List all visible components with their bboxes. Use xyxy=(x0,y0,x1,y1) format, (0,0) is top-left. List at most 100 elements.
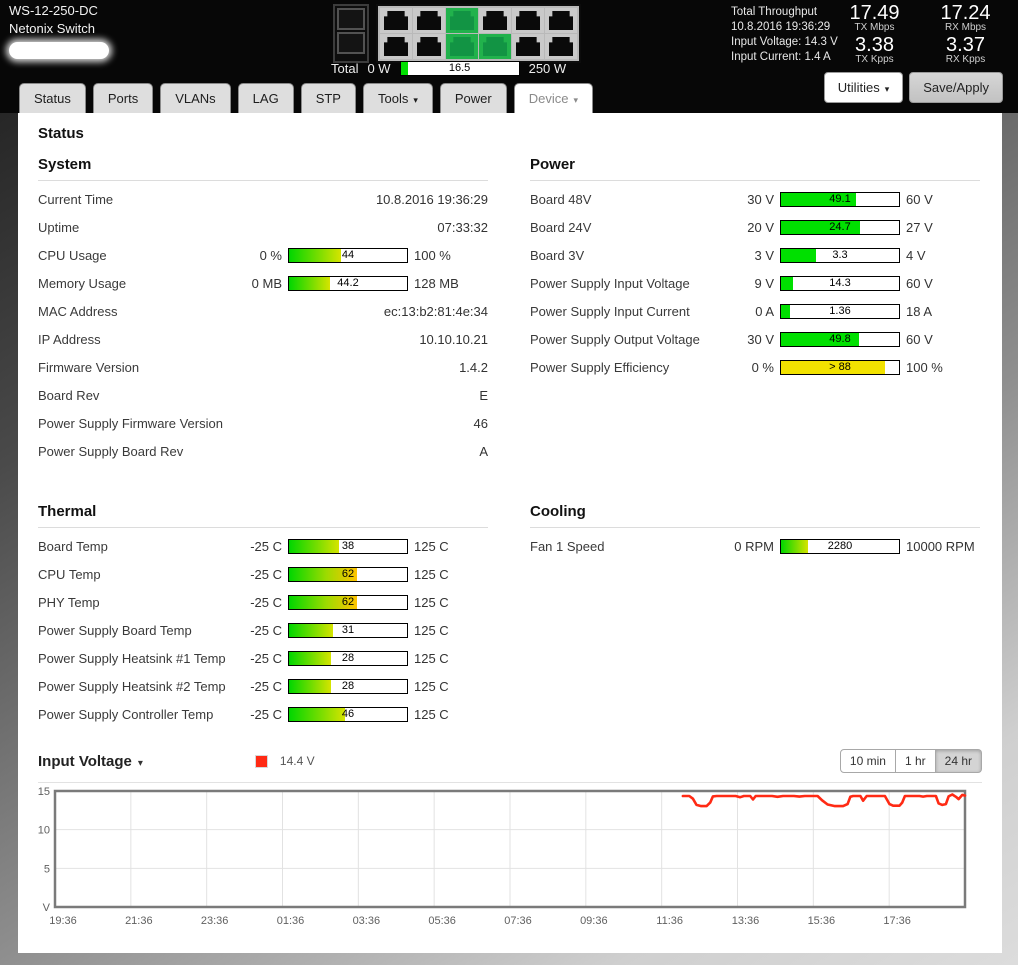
section-divider xyxy=(38,180,488,181)
stat-row: Memory Usage 0 MB 44.2 128 MB xyxy=(38,269,488,297)
tab-ports[interactable]: Ports xyxy=(92,83,154,113)
tab-stp[interactable]: STP xyxy=(300,83,356,113)
stat-label: Board Temp xyxy=(38,538,108,554)
throughput-stat-value: 3.37 xyxy=(946,34,985,56)
port-indicator xyxy=(479,8,511,33)
rj45-port-block xyxy=(376,4,581,63)
stat-row: Board 3V 3 V 3.3 4 V xyxy=(530,241,980,269)
section-divider xyxy=(530,527,980,528)
throughput-title: Total Throughput xyxy=(731,6,818,18)
bar-min-label: -25 C xyxy=(250,678,282,694)
stat-row: PHY Temp -25 C 62 125 C xyxy=(38,588,488,616)
section-cooling: Cooling Fan 1 Speed 0 RPM 2280 10000 RPM xyxy=(530,499,980,728)
bar-min-label: -25 C xyxy=(250,650,282,666)
bar-min-label: 0 % xyxy=(751,359,774,375)
tab-lag[interactable]: LAG xyxy=(237,83,294,113)
stat-bar-value: 46 xyxy=(341,707,355,720)
throughput-stat-unit: TX Mbps xyxy=(854,22,895,33)
power-meter-value: 16.5 xyxy=(448,62,471,74)
device-name: Netonix Switch xyxy=(9,21,95,36)
stat-bar-fill xyxy=(289,679,331,693)
stat-label: Power Supply Heatsink #1 Temp xyxy=(38,650,226,666)
stat-bar: 62 xyxy=(288,594,408,610)
axis-tick-label: 10 xyxy=(38,825,50,837)
stat-bar-fill xyxy=(781,248,817,262)
stat-bar-fill xyxy=(289,276,330,290)
throughput-timestamp: 10.8.2016 19:36:29 xyxy=(731,21,831,33)
port-indicator xyxy=(446,34,478,59)
stat-bar-value: 1.36 xyxy=(829,304,851,317)
section-title: Power xyxy=(530,156,576,173)
throughput-stat: 17.24 RX Mbps xyxy=(925,3,1006,33)
stat-bar-fill xyxy=(289,707,345,721)
axis-tick-label: 01:36 xyxy=(277,915,305,927)
chevron-down-icon: ▾ xyxy=(413,95,418,105)
stat-label: Power Supply Efficiency xyxy=(530,359,670,375)
utilities-label: Utilities xyxy=(837,80,880,95)
port-indicator xyxy=(512,8,544,33)
chart-divider xyxy=(38,782,982,783)
bar-min-label: 30 V xyxy=(747,191,774,207)
stat-label: Fan 1 Speed xyxy=(530,538,605,554)
rj45-jack-icon xyxy=(549,11,573,30)
stat-label: Board 24V xyxy=(530,219,592,235)
range-button-10-min[interactable]: 10 min xyxy=(839,749,896,773)
rj45-jack-icon xyxy=(483,37,507,56)
stat-bar-value: 62 xyxy=(341,595,355,608)
port-indicator xyxy=(380,8,412,33)
power-meter-fill xyxy=(400,62,409,75)
power-meter-bar: 16.5 xyxy=(399,61,520,76)
port-indicator xyxy=(545,8,577,33)
stat-bar: 1.36 xyxy=(780,303,900,319)
bar-max-label: 125 C xyxy=(414,566,449,582)
tab-power[interactable]: Power xyxy=(439,83,507,113)
section-divider xyxy=(530,180,980,181)
bar-min-label: 9 V xyxy=(754,275,774,291)
stat-bar: 24.7 xyxy=(780,219,900,235)
tab-tools[interactable]: Tools ▾ xyxy=(362,83,433,113)
stat-row: Board 24V 20 V 24.7 27 V xyxy=(530,213,980,241)
tab-status[interactable]: Status xyxy=(19,83,86,113)
stat-row: CPU Temp -25 C 62 125 C xyxy=(38,560,488,588)
stat-label: CPU Temp xyxy=(38,566,101,582)
legend-swatch xyxy=(254,754,268,768)
stat-row: Board Rev E xyxy=(38,381,488,409)
throughput-stat-unit: TX Kpps xyxy=(855,54,894,65)
rj45-jack-icon xyxy=(384,11,408,30)
tab-device[interactable]: Device ▾ xyxy=(513,83,594,113)
chart-legend: 14.4 V xyxy=(254,754,315,768)
bar-max-label: 10000 RPM xyxy=(906,538,975,554)
power-max-label: 250 W xyxy=(528,61,567,76)
stat-bar-value: 14.3 xyxy=(829,276,851,289)
stat-bar-fill xyxy=(781,332,859,346)
stat-row: Power Supply Board Temp -25 C 31 125 C xyxy=(38,616,488,644)
chart-metric-dropdown[interactable]: Input Voltage ▾ xyxy=(38,753,143,770)
tab-vlans[interactable]: VLANs xyxy=(160,83,231,113)
stat-row: Power Supply Firmware Version 46 xyxy=(38,409,488,437)
stat-bar: 28 xyxy=(288,650,408,666)
rj45-jack-icon xyxy=(450,37,474,56)
bar-min-label: -25 C xyxy=(250,566,282,582)
throughput-panel: Total Throughput 10.8.2016 19:36:29 Inpu… xyxy=(731,5,838,65)
bar-max-label: 125 C xyxy=(414,594,449,610)
throughput-stat-value: 17.49 xyxy=(849,2,900,24)
throughput-stat-value: 17.24 xyxy=(940,2,991,24)
stat-row: Power Supply Controller Temp -25 C 46 125 C xyxy=(38,700,488,728)
sfp-port-indicator xyxy=(337,32,365,54)
page-title: Status xyxy=(38,125,84,142)
bar-max-label: 125 C xyxy=(414,706,449,722)
stat-row: Fan 1 Speed 0 RPM 2280 10000 RPM xyxy=(530,532,980,560)
range-button-24-hr[interactable]: 24 hr xyxy=(935,749,982,773)
stat-bar-value: 62 xyxy=(341,567,355,580)
rj45-jack-icon xyxy=(516,37,540,56)
range-button-1-hr[interactable]: 1 hr xyxy=(895,749,936,773)
stat-bar: 44 xyxy=(288,247,408,263)
axis-tick-label: 5 xyxy=(44,863,50,875)
bar-max-label: 125 C xyxy=(414,622,449,638)
save-apply-button[interactable]: Save/Apply xyxy=(909,72,1003,103)
stat-bar-fill xyxy=(781,220,861,234)
chart-canvas: 15 10 5 V19:36 21:36 23:36 01:36 03:36 05:36 07:3… xyxy=(38,786,967,927)
port-indicator xyxy=(413,8,445,33)
utilities-button[interactable]: Utilities ▾ xyxy=(823,72,904,103)
stat-row: Power Supply Input Current 0 A 1.36 18 A xyxy=(530,297,980,325)
